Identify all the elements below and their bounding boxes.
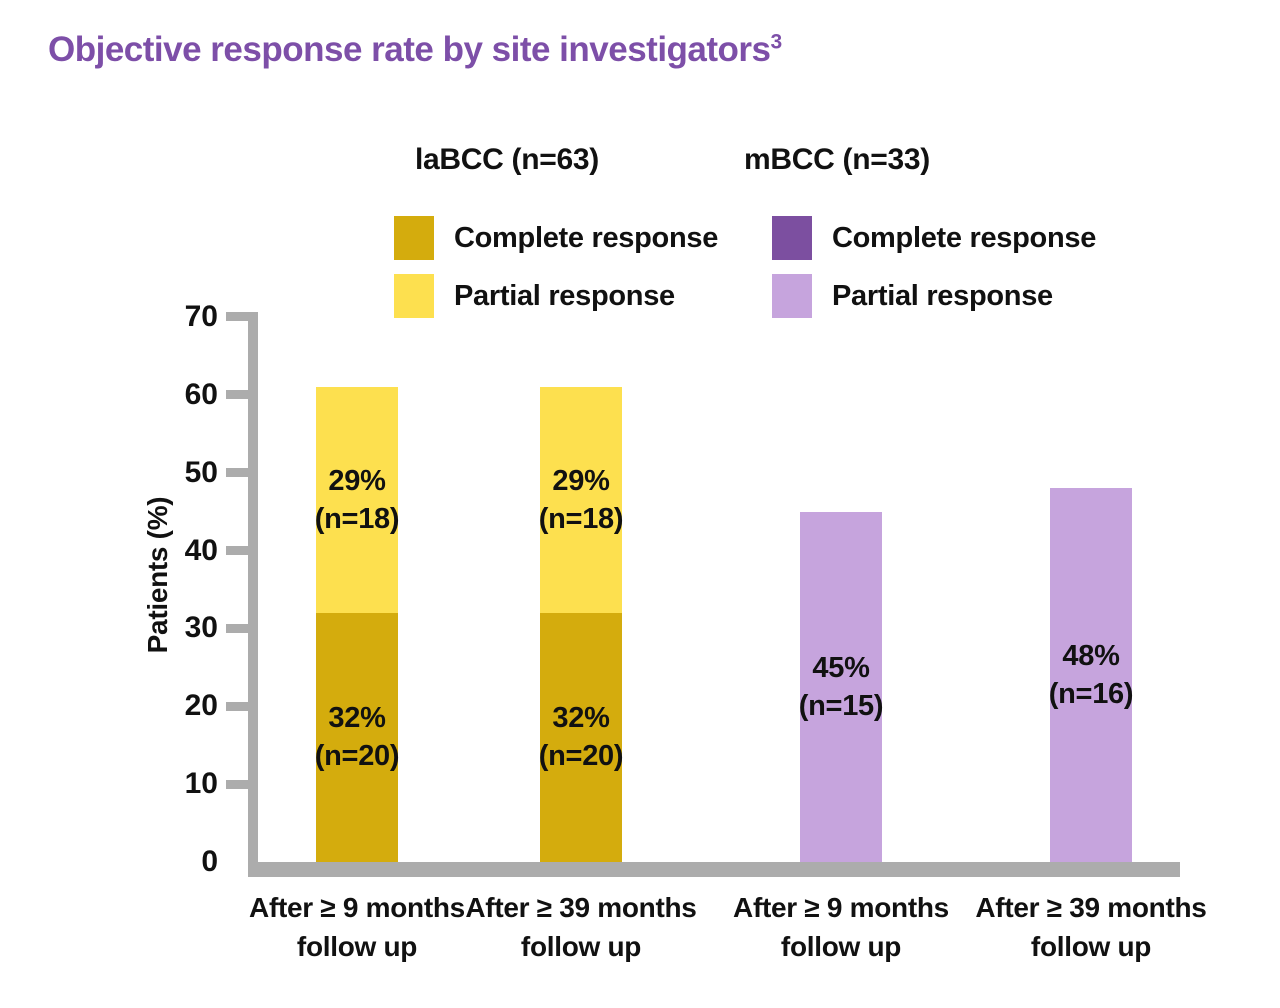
bar-n-label: (n=20) — [538, 740, 624, 773]
y-axis-tick — [226, 623, 248, 633]
x-category-line1: After ≥ 39 months — [975, 892, 1207, 923]
y-axis-tick — [226, 468, 248, 478]
x-category-line2: follow up — [1030, 931, 1152, 962]
y-tick-label: 60 — [184, 377, 218, 411]
legend-label-mbcc-complete: Complete response — [832, 222, 1097, 254]
y-axis-tick — [226, 546, 248, 556]
bar-segment-partial — [316, 387, 398, 613]
bar-segment-partial — [800, 511, 882, 862]
bar-pct-label: 48% — [1062, 640, 1120, 673]
legend-group-title-labcc: laBCC (n=63) — [415, 143, 599, 176]
y-tick-label: 40 — [184, 533, 218, 567]
x-category-label: After ≥ 39 months follow up — [446, 888, 716, 966]
page-title-superscript: 3 — [770, 30, 783, 54]
bar-segment-label: 45% (n=15) — [731, 649, 951, 725]
bar-n-label: (n=15) — [798, 689, 884, 722]
y-tick-label: 70 — [184, 299, 218, 333]
bar-segment-label: 29% (n=18) — [247, 462, 467, 538]
y-axis-title: Patients (%) — [142, 496, 173, 654]
bar-segment-partial — [540, 387, 622, 613]
y-axis-tick — [226, 701, 248, 711]
legend-swatch-labcc-partial-icon — [394, 274, 434, 318]
x-category-line1: After ≥ 9 months — [733, 892, 949, 923]
bar-pct-label: 29% — [552, 464, 610, 497]
y-tick-label: 30 — [184, 611, 218, 645]
bar-pct-label: 32% — [328, 702, 386, 735]
x-axis-line — [248, 862, 1180, 877]
page-title-text: Objective response rate by site investig… — [48, 30, 771, 69]
legend-item-labcc-complete: Complete response — [394, 216, 718, 260]
bar-segment-complete — [540, 612, 622, 862]
bar-segment-partial — [1050, 488, 1132, 862]
bar-pct-label: 29% — [328, 464, 386, 497]
page-title: Objective response rate by site investig… — [48, 30, 782, 70]
x-category-label: After ≥ 9 months follow up — [222, 888, 492, 966]
bar-segment-complete — [316, 612, 398, 862]
y-tick-label: 50 — [184, 455, 218, 489]
legend-group-title-mbcc: mBCC (n=33) — [744, 143, 930, 176]
x-category-line2: follow up — [296, 931, 418, 962]
legend-swatch-mbcc-partial-icon — [772, 274, 812, 318]
bar-n-label: (n=18) — [538, 502, 624, 535]
bar-pct-label: 32% — [552, 702, 610, 735]
bar-pct-label: 45% — [812, 651, 870, 684]
y-tick-label: 10 — [184, 767, 218, 801]
bar-n-label: (n=20) — [314, 740, 400, 773]
x-category-label: After ≥ 39 months follow up — [956, 888, 1226, 966]
legend-swatch-mbcc-complete-icon — [772, 216, 812, 260]
legend-label-mbcc-partial: Partial response — [832, 280, 1053, 312]
y-axis-tick — [226, 779, 248, 789]
bar-segment-label: 48% (n=16) — [981, 637, 1201, 713]
legend-item-mbcc-complete: Complete response — [772, 216, 1096, 260]
bar-segment-label: 32% (n=20) — [471, 699, 691, 775]
x-category-line1: After ≥ 9 months — [249, 892, 465, 923]
legend-item-mbcc-partial: Partial response — [772, 274, 1053, 318]
x-category-line1: After ≥ 39 months — [465, 892, 697, 923]
x-category-label: After ≥ 9 months follow up — [706, 888, 976, 966]
legend-label-labcc-complete: Complete response — [454, 222, 719, 254]
y-axis-tick — [226, 390, 248, 400]
y-axis-line — [248, 312, 258, 877]
bar-segment-label: 29% (n=18) — [471, 462, 691, 538]
y-tick-label: 0 — [201, 845, 218, 878]
bar-segment-label: 32% (n=20) — [247, 699, 467, 775]
legend-label-labcc-partial: Partial response — [454, 280, 675, 312]
x-category-line2: follow up — [780, 931, 902, 962]
legend-item-labcc-partial: Partial response — [394, 274, 675, 318]
legend-swatch-labcc-complete-icon — [394, 216, 434, 260]
bar-n-label: (n=16) — [1048, 678, 1134, 711]
bar-n-label: (n=18) — [314, 502, 400, 535]
x-category-line2: follow up — [520, 931, 642, 962]
y-axis-tick — [226, 312, 248, 322]
y-tick-label: 20 — [184, 689, 218, 723]
